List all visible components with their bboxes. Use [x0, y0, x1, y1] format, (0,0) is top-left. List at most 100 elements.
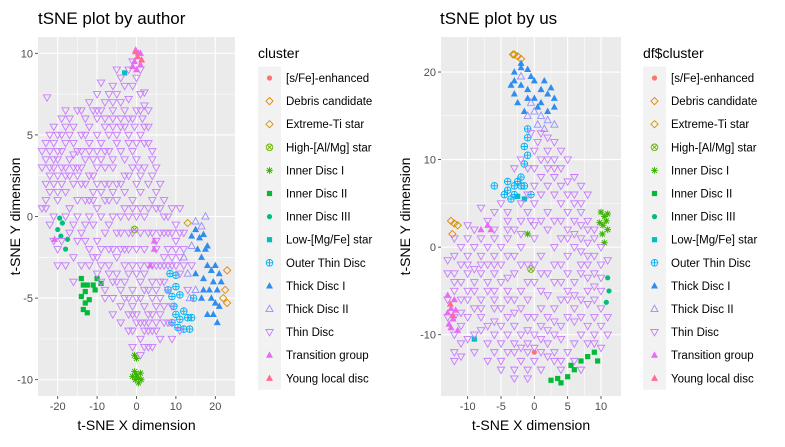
- point-thin-disc: [171, 237, 181, 246]
- point-inner-disc-i: [133, 371, 140, 379]
- point-thin-disc: [583, 340, 593, 349]
- point-transition-group: [444, 291, 452, 298]
- point-thin-disc: [523, 349, 533, 357]
- point-thin-disc: [104, 197, 114, 205]
- point-thin-disc: [139, 123, 149, 132]
- point-thin-disc: [449, 287, 459, 296]
- point-thin-disc: [463, 296, 473, 305]
- point-thin-disc: [130, 123, 140, 132]
- point-thin-disc: [108, 99, 118, 107]
- point-thin-disc: [483, 322, 493, 331]
- point-inner-disc-ii: [98, 280, 104, 287]
- point-thin-disc: [112, 131, 122, 140]
- point-inner-disc-i: [601, 213, 608, 220]
- point-thin-disc: [536, 322, 546, 331]
- point-inner-disc-i: [599, 230, 606, 238]
- point-inner-disc-i: [604, 226, 611, 233]
- point-thin-disc: [543, 209, 553, 217]
- point-thin-disc: [489, 261, 499, 270]
- point-thin-disc: [108, 311, 118, 320]
- point-thin-disc: [543, 182, 553, 191]
- point-thin-disc: [96, 79, 106, 88]
- point-thin-disc: [133, 164, 143, 173]
- point-thin-disc: [523, 279, 533, 287]
- point-thin-disc: [135, 172, 145, 181]
- point-thin-disc: [120, 82, 130, 91]
- point-thin-disc: [549, 331, 559, 340]
- point-thin-disc: [128, 303, 138, 311]
- legend-label-low-mg-fe-star: Low-[Mg/Fe] star: [671, 235, 757, 247]
- point-thin-disc: [496, 305, 506, 314]
- point-thin-disc: [92, 148, 102, 156]
- legend-glyph-s-fe-enhanced: [651, 75, 658, 81]
- point-thick-disc-i: [199, 274, 207, 282]
- point-thin-disc: [569, 244, 579, 252]
- point-young-local-disc: [134, 52, 142, 60]
- point-thin-disc: [569, 292, 579, 301]
- point-thick-disc-i: [199, 230, 207, 238]
- point-thin-disc: [128, 229, 138, 238]
- point-thin-disc: [469, 349, 479, 357]
- point-thin-disc: [96, 246, 106, 254]
- point-inner-disc-ii: [578, 358, 584, 364]
- point-thin-disc: [139, 213, 149, 222]
- point-transition-group: [447, 304, 455, 312]
- legend-key-thin-disc: [258, 320, 281, 344]
- y-tick-label: 10: [21, 48, 33, 60]
- point-thin-disc: [569, 357, 579, 366]
- point-thin-disc: [76, 107, 86, 116]
- point-inner-disc-ii: [82, 300, 88, 306]
- point-thin-disc: [155, 335, 165, 344]
- point-thin-disc: [596, 287, 606, 296]
- point-thick-disc-i: [203, 310, 211, 318]
- point-thin-disc: [128, 148, 138, 156]
- point-thin-disc: [583, 301, 593, 309]
- point-thin-disc: [80, 221, 90, 230]
- point-thin-disc: [143, 229, 153, 238]
- point-thin-disc: [583, 239, 593, 248]
- point-thin-disc: [84, 99, 94, 107]
- legend-glyph-high-al-mg-star: [265, 143, 274, 152]
- point-thin-disc: [556, 261, 566, 270]
- x-tick-label: -20: [50, 401, 66, 413]
- point-thin-disc: [112, 270, 122, 279]
- point-thin-disc: [563, 156, 573, 165]
- legend-label-debris-candidate: Debris candidate: [671, 96, 757, 108]
- legend-glyph-inner-disc-iii: [266, 214, 273, 220]
- point-thin-disc: [159, 254, 169, 262]
- point-thin-disc: [569, 340, 579, 349]
- point-thin-disc: [108, 213, 118, 222]
- legend-us: df$cluster [s/Fe]-enhanced Debris candida…: [643, 45, 757, 390]
- point-inner-disc-ii: [565, 374, 571, 380]
- point-thin-disc: [88, 188, 98, 197]
- point-thin-disc: [483, 340, 493, 349]
- point-thin-disc: [463, 252, 473, 261]
- legend-label-thin-disc: Thin Disc: [286, 327, 334, 339]
- point-thin-disc: [155, 180, 165, 189]
- point-thin-disc: [116, 148, 126, 156]
- point-thin-disc: [563, 209, 573, 217]
- point-thick-disc-i: [194, 245, 202, 252]
- point-thin-disc: [456, 309, 466, 318]
- point-thin-disc: [543, 147, 553, 156]
- point-thin-disc: [549, 244, 559, 252]
- point-thin-disc: [80, 237, 90, 246]
- point-thin-disc: [49, 213, 59, 222]
- point-thin-disc: [128, 205, 138, 214]
- point-thin-disc: [536, 174, 546, 182]
- point-outer-thin-disc: [520, 142, 529, 151]
- point-thin-disc: [569, 191, 579, 200]
- point-thick-disc-i: [205, 286, 213, 293]
- point-thin-disc: [536, 130, 546, 139]
- point-thin-disc: [135, 278, 145, 287]
- point-thin-disc: [516, 200, 526, 209]
- point-thin-disc: [72, 213, 82, 222]
- legend-glyph-extreme-ti-star: [650, 119, 659, 129]
- point-thick-disc-i: [534, 103, 542, 110]
- point-thick-disc-ii: [191, 285, 200, 293]
- point-thin-disc: [456, 296, 466, 305]
- point-thick-disc-ii: [533, 119, 542, 128]
- point-thin-disc: [183, 286, 193, 295]
- point-thick-disc-ii: [526, 97, 536, 106]
- point-inner-disc-iii: [64, 236, 71, 242]
